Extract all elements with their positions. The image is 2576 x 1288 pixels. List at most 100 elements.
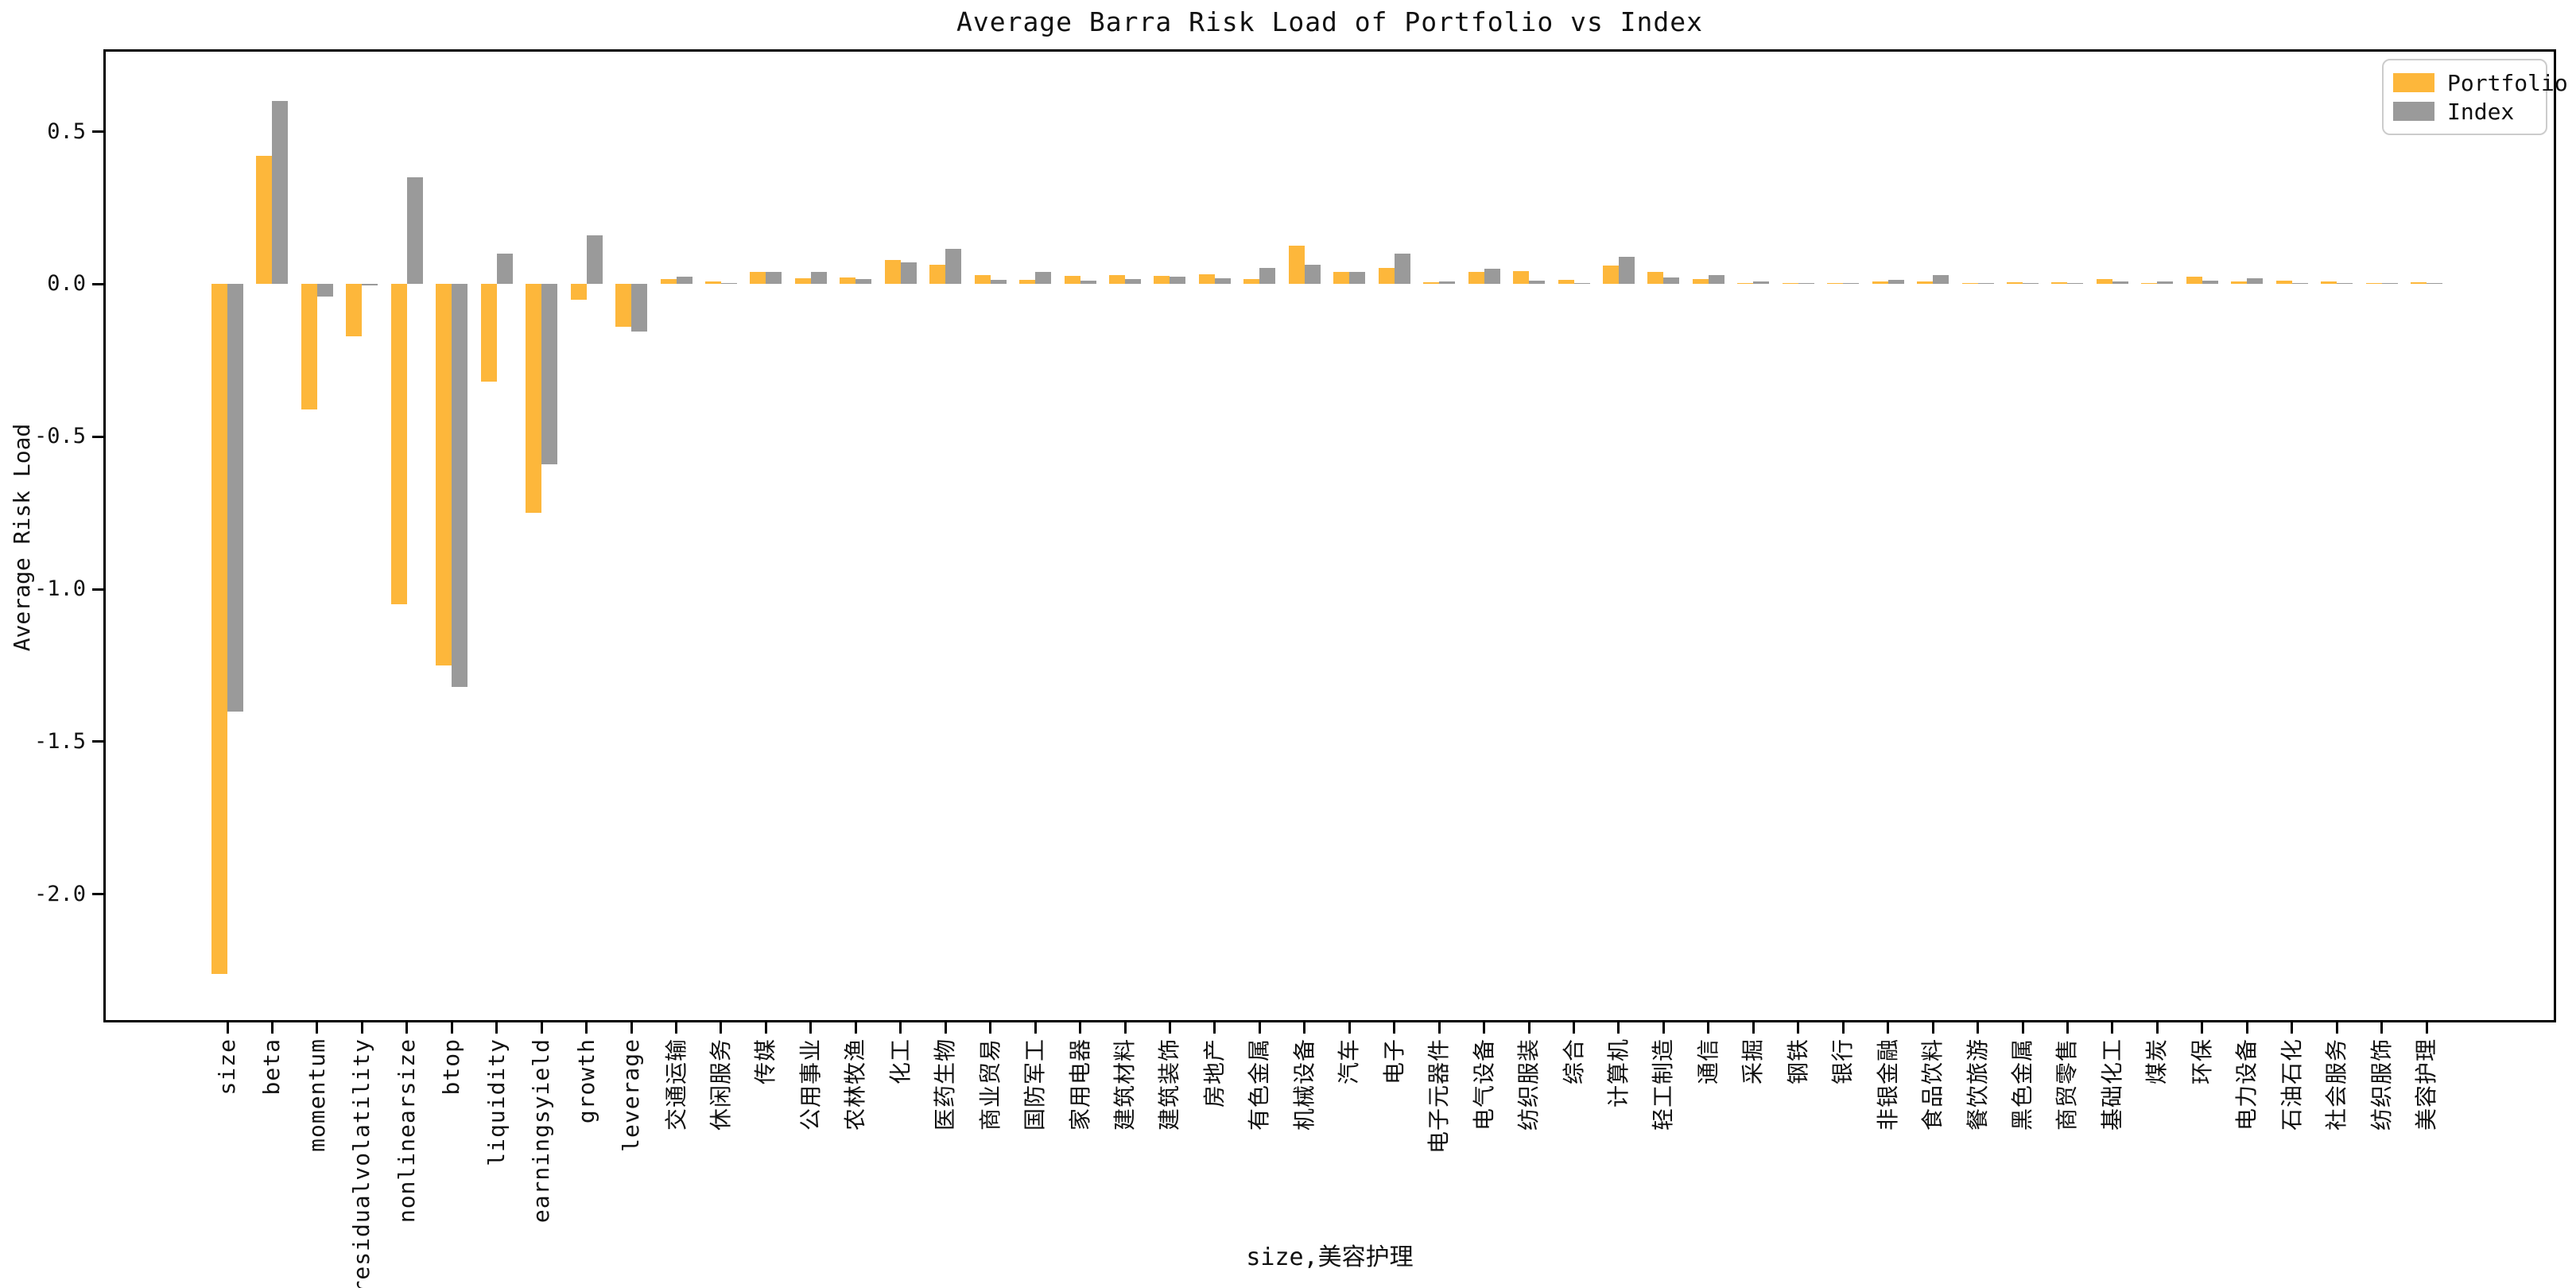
bar-portfolio — [1737, 282, 1754, 285]
x-tick-label: 休闲服务 — [707, 1038, 734, 1131]
bar-index — [2202, 281, 2218, 285]
bar-portfolio — [2096, 279, 2112, 285]
x-tick-mark — [1887, 1022, 1890, 1034]
legend-row-portfolio: Portfolio — [2393, 68, 2568, 97]
x-tick-label: 非银金融 — [1874, 1038, 1901, 1131]
y-tick-mark — [92, 740, 103, 743]
bar-index — [1125, 279, 1141, 285]
x-tick-mark — [316, 1022, 319, 1034]
bar-index — [1214, 277, 1231, 285]
x-tick-label: 化工 — [886, 1038, 914, 1085]
x-tick-mark — [1931, 1022, 1934, 1034]
x-tick-mark — [1707, 1022, 1710, 1034]
bar-portfolio — [390, 284, 407, 605]
bar-portfolio — [1333, 272, 1350, 285]
x-tick-mark — [1617, 1022, 1620, 1034]
x-tick-label: 社会服务 — [2323, 1038, 2350, 1131]
x-tick-label: beta — [258, 1038, 285, 1096]
bar-index — [1170, 276, 1186, 285]
y-axis-label: Average Risk Load — [9, 423, 35, 652]
x-tick-label: 有色金属 — [1246, 1038, 1273, 1131]
y-tick-mark — [92, 282, 103, 285]
x-tick-mark — [2066, 1022, 2069, 1034]
bar-portfolio — [929, 264, 946, 285]
x-tick-label: momentum — [303, 1038, 330, 1152]
bar-portfolio — [2411, 282, 2427, 285]
x-tick-mark — [1034, 1022, 1037, 1034]
bar-index — [1933, 275, 1949, 285]
x-tick-mark — [809, 1022, 813, 1034]
legend-label-portfolio: Portfolio — [2447, 69, 2568, 96]
x-tick-label: 交通运输 — [662, 1038, 689, 1131]
bar-portfolio — [1961, 283, 1978, 285]
bar-index — [1349, 272, 1366, 285]
x-tick-mark — [764, 1022, 767, 1034]
y-tick-label: -0.5 — [33, 424, 86, 449]
bar-index — [1484, 269, 1500, 285]
x-tick-label: 纺织服装 — [1515, 1038, 1542, 1131]
bar-index — [1753, 281, 1770, 285]
y-tick-label: -1.5 — [33, 728, 86, 754]
x-tick-mark — [630, 1022, 633, 1034]
bar-index — [900, 262, 917, 285]
x-tick-label: 电力设备 — [2233, 1038, 2260, 1131]
x-tick-mark — [2111, 1022, 2114, 1034]
x-tick-label: 家用电器 — [1066, 1038, 1093, 1131]
bar-index — [452, 284, 468, 687]
bar-index — [676, 277, 692, 285]
bar-portfolio — [794, 277, 811, 285]
x-tick-mark — [1662, 1022, 1665, 1034]
y-tick-label: 0.5 — [47, 118, 86, 144]
bar-index — [2157, 281, 2174, 285]
bar-portfolio — [2275, 281, 2292, 285]
bar-index — [2427, 283, 2443, 285]
x-tick-label: 电子元器件 — [1426, 1038, 1453, 1154]
x-tick-mark — [2380, 1022, 2384, 1034]
bar-index — [1259, 268, 1276, 285]
bar-portfolio — [884, 259, 901, 285]
y-tick-label: -1.0 — [33, 576, 86, 602]
bar-portfolio — [1243, 278, 1260, 285]
bar-index — [1798, 283, 1814, 285]
bar-index — [1708, 274, 1724, 285]
x-tick-mark — [495, 1022, 499, 1034]
bar-index — [1080, 280, 1096, 285]
bar-index — [1304, 264, 1321, 285]
x-tick-mark — [1168, 1022, 1171, 1034]
y-tick-mark — [92, 893, 103, 896]
x-tick-mark — [675, 1022, 677, 1034]
x-tick-mark — [226, 1022, 229, 1034]
x-tick-label: 汽车 — [1336, 1038, 1363, 1085]
x-tick-label: 煤炭 — [2143, 1038, 2171, 1085]
bar-index — [2023, 283, 2039, 285]
bar-portfolio — [1423, 281, 1440, 285]
x-axis-label: size,美容护理 — [1246, 1243, 1414, 1271]
x-tick-mark — [1213, 1022, 1216, 1034]
x-tick-mark — [1573, 1022, 1575, 1034]
x-tick-label: size — [214, 1038, 240, 1096]
bar-portfolio — [704, 281, 721, 285]
x-tick-mark — [450, 1022, 453, 1034]
x-tick-mark — [1437, 1022, 1441, 1034]
bar-portfolio — [1154, 276, 1170, 285]
bar-index — [855, 278, 872, 285]
x-tick-label: 采掘 — [1740, 1038, 1767, 1085]
x-tick-label: 银行 — [1829, 1038, 1856, 1085]
bar-index — [720, 283, 737, 285]
x-tick-label: 通信 — [1694, 1038, 1721, 1085]
bar-index — [990, 280, 1007, 285]
x-tick-label: 环保 — [2188, 1038, 2215, 1085]
x-tick-mark — [2021, 1022, 2024, 1034]
x-tick-mark — [2245, 1022, 2248, 1034]
portfolio-swatch-icon — [2393, 73, 2434, 92]
x-tick-label: earningsyield — [528, 1038, 555, 1224]
bar-portfolio — [1827, 282, 1844, 285]
bar-index — [631, 284, 648, 332]
y-tick-mark — [92, 130, 103, 134]
bar-index — [2112, 281, 2128, 285]
x-tick-label: 餐饮旅游 — [1964, 1038, 1991, 1131]
x-tick-mark — [1258, 1022, 1261, 1034]
bar-index — [2247, 278, 2264, 285]
bar-portfolio — [346, 284, 363, 336]
x-tick-label: 综合 — [1560, 1038, 1587, 1085]
